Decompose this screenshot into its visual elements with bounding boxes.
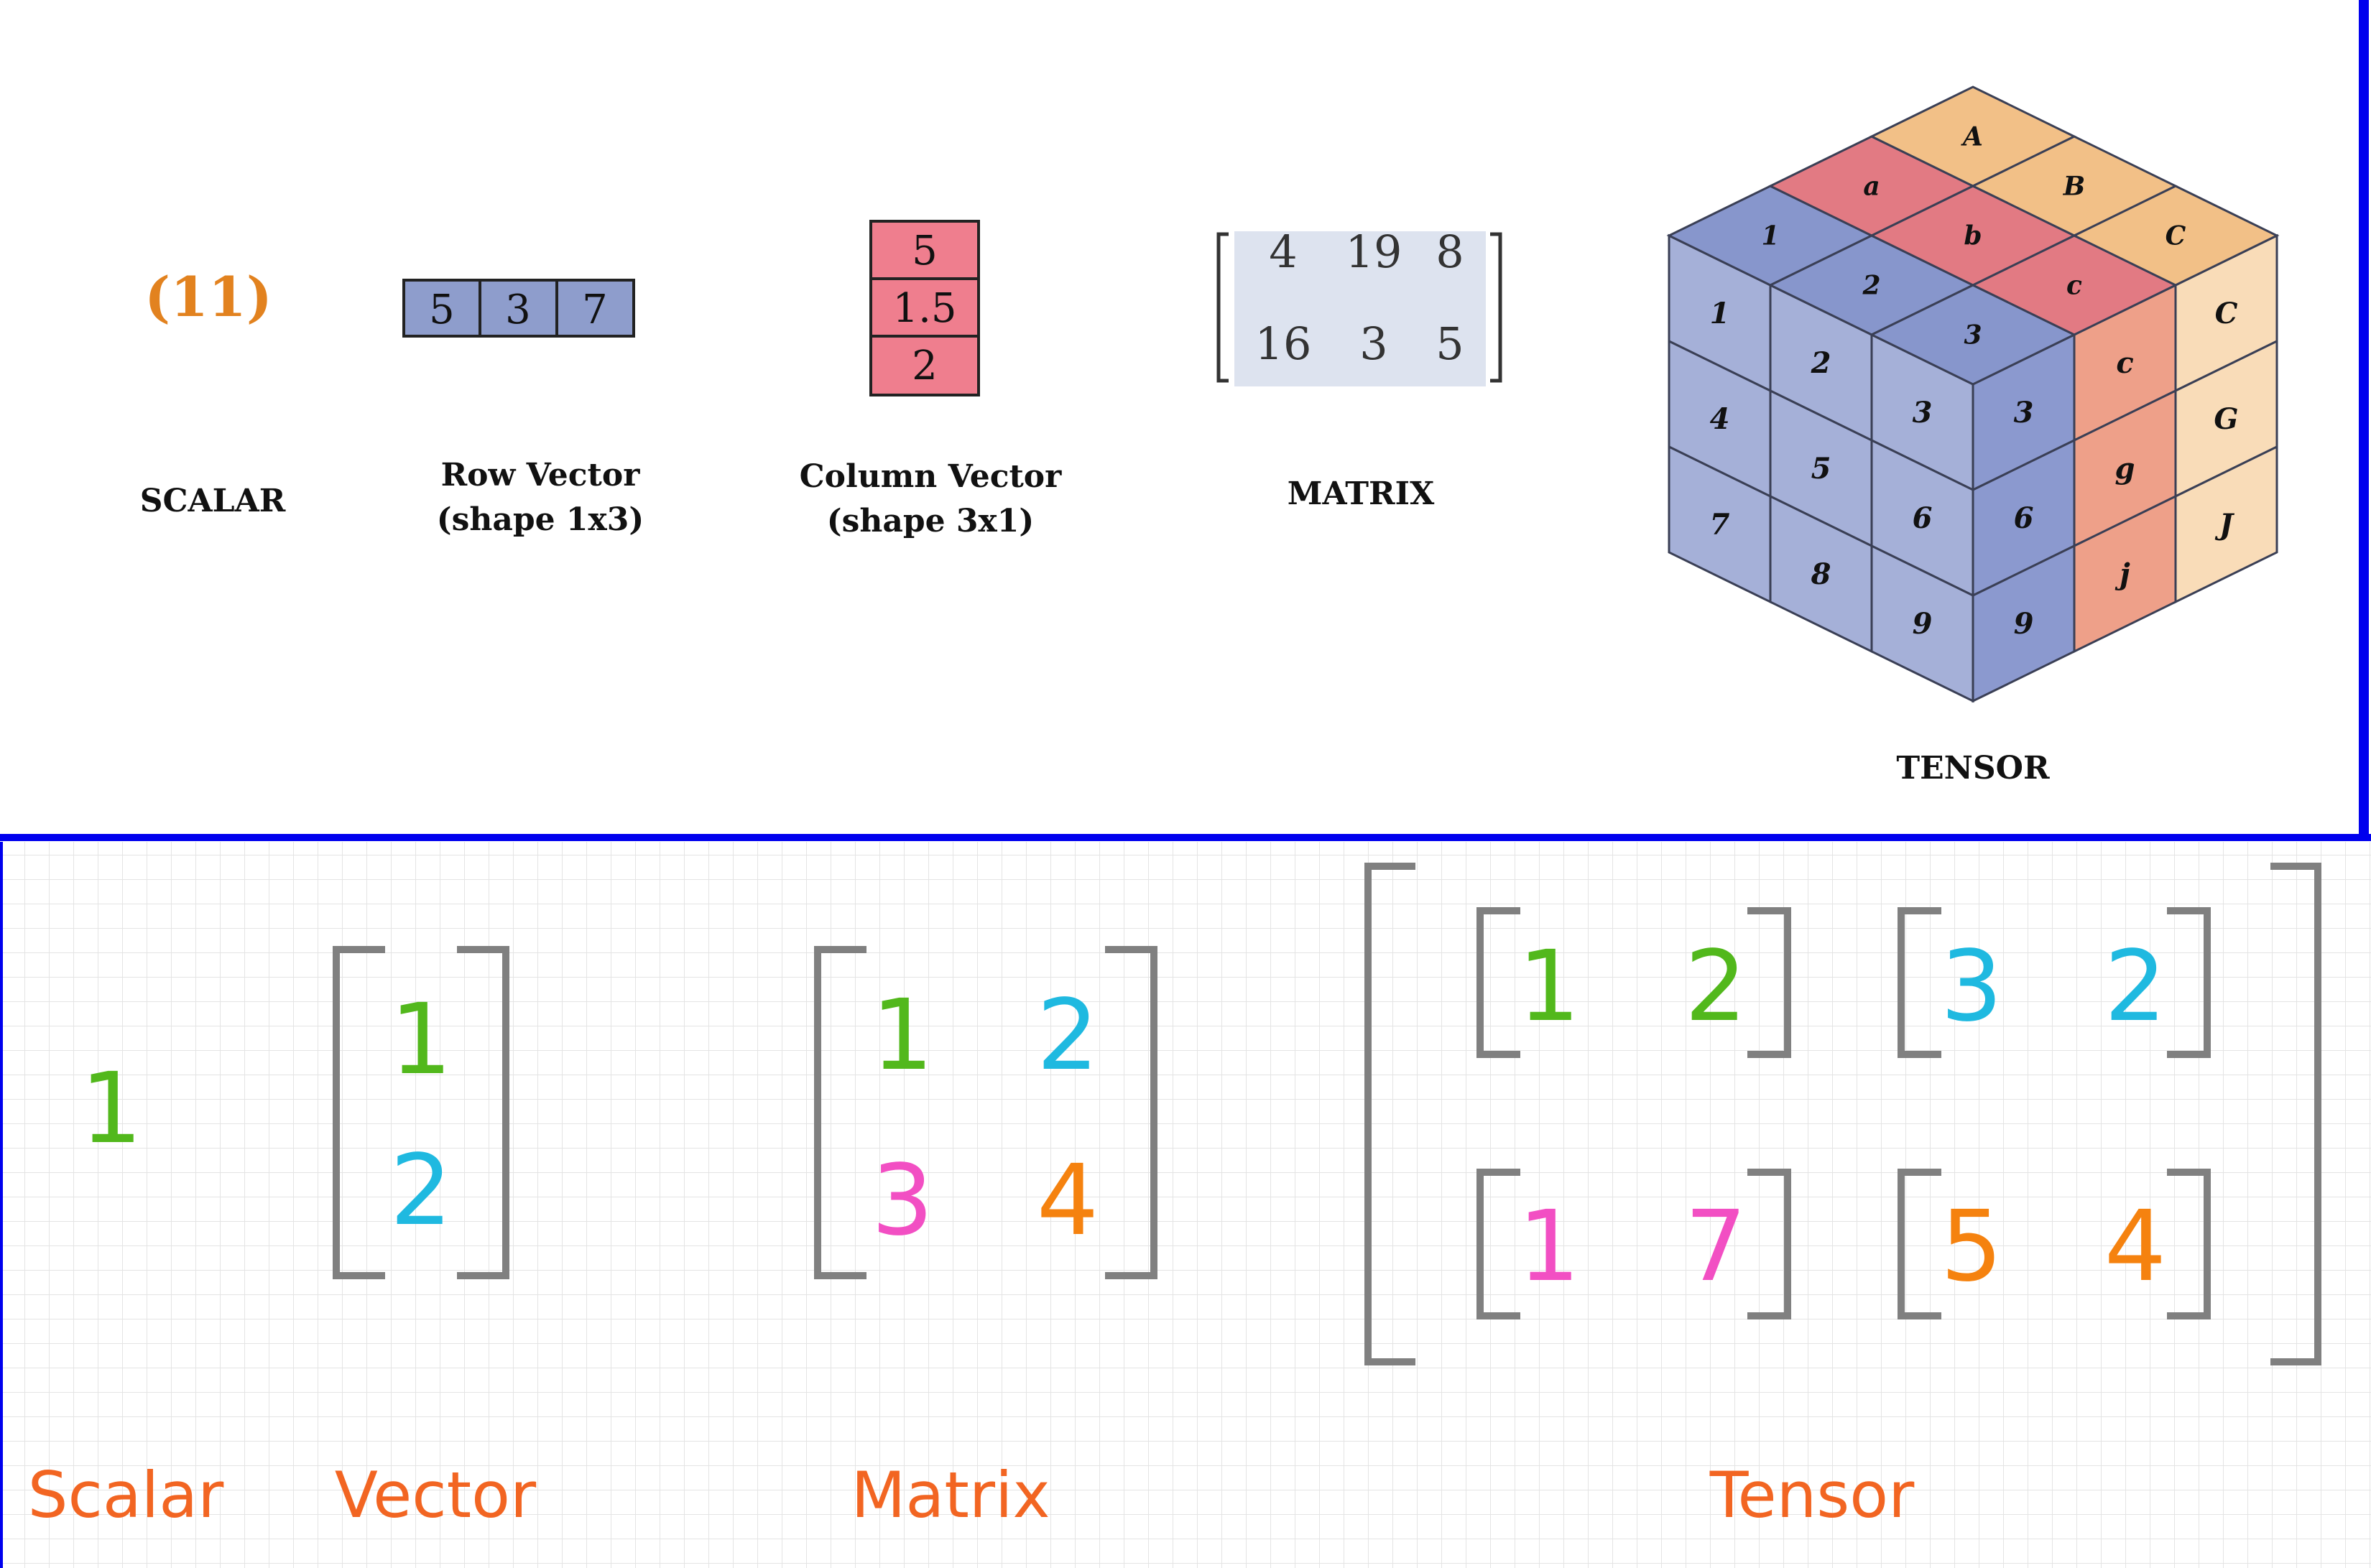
tensor-top-cell-label: C [2166,221,2186,251]
tensor-inner-left-bracket [1476,1169,1520,1319]
matrix-left-bracket [1216,232,1229,383]
matrix-cell: 8 [1436,226,1464,278]
grid-background [0,842,2371,1568]
top-panel: (11) SCALAR 5 3 7 Row Vector (shape 1x3)… [0,0,2371,841]
tensor-outer-left-bracket [1364,863,1415,1365]
bottom-vector-label: Vector [335,1458,537,1532]
tensor-element: 2 [1685,930,1747,1044]
tensor-side-cell [2174,445,2278,604]
vector-left-bracket [333,946,385,1279]
tensor-side-cell-label: 3 [2014,396,2034,430]
tensor-front-cell-label: 8 [1811,557,1831,591]
tensor-top-cell-label: B [2063,172,2085,202]
tensor-inner-left-bracket [1476,907,1520,1058]
tensor-label: TENSOR [1896,750,2050,787]
tensor-side-cell-label: 9 [2014,607,2034,641]
row-vector: 5 3 7 [402,279,635,338]
matrix-element: 1 [872,979,934,1093]
tensor-top-cell-label: 2 [1862,271,1880,301]
bottom-scalar-value: 1 [80,1052,143,1166]
matrix-right-bracket [1490,232,1502,383]
tensor-top-cell-label: b [1964,221,1982,251]
matrix-element: 3 [872,1144,934,1258]
tensor-element: 2 [2104,930,2167,1044]
tensor-top-cell-label: c [2066,271,2082,301]
matrix-left-bracket [814,946,866,1279]
column-vector-box [869,220,980,396]
top-matrix-label: MATRIX [1288,475,1435,512]
matrix-cell: 19 [1346,226,1402,278]
tensor-element: 1 [1518,930,1581,1044]
tensor-inner-left-bracket [1898,1169,1941,1319]
tensor-side-cell-label: C [2215,297,2238,330]
row-vector-cell: 5 [429,287,455,333]
tensor-side-cell-label: G [2214,402,2238,436]
matrix-background [1234,231,1486,386]
tensor-front-cell-label: 7 [1710,508,1730,542]
tensor-inner-right-bracket [1747,907,1791,1058]
tensor-inner-left-bracket [1898,907,1941,1058]
tensor-inner-right-bracket [2167,907,2211,1058]
tensor-element: 1 [1518,1190,1581,1304]
matrix-element: 2 [1037,979,1099,1093]
tensor-element: 5 [1941,1190,2003,1304]
bottom-vector: 1 2 [333,946,509,1279]
tensor-top-cell-label: A [1961,122,1983,152]
vector-right-bracket [457,946,509,1279]
bottom-tensor: 1 2 3 2 1 7 5 4 [1364,863,2321,1365]
column-vector-cell: 1.5 [892,285,956,332]
tensor-inner-right-bracket [1747,1169,1791,1319]
matrix-cell: 5 [1436,317,1464,370]
bottom-tensor-label: Tensor [1709,1458,1915,1532]
tensor-top-cell-label: a [1863,172,1880,202]
tensor-front-cell-label: 1 [1710,297,1730,330]
top-scalar-value: (11) [144,265,272,329]
top-scalar-label: SCALAR [140,483,286,519]
row-vector-label: Row Vector [441,457,641,493]
vector-element: 1 [390,983,453,1097]
tensor-front-cell-label: 6 [1913,501,1933,535]
tensor-side-cell-label: g [2115,452,2135,486]
tensor-element: 3 [1941,930,2003,1044]
tensor-front-cell-label: 3 [1913,396,1933,430]
tensor-top-cell-label: 1 [1761,221,1779,251]
bottom-panel: 1 Scalar 1 2 Vector 1 2 3 4 Matrix 1 [0,842,2371,1568]
tensor-top-cell [2071,185,2280,287]
row-vector-cell: 7 [582,287,608,333]
tensor-front-cell-label: 9 [1913,607,1933,641]
tensor-side-cell-label: 6 [2014,501,2034,535]
tensor-element: 4 [2104,1190,2167,1304]
matrix-cell: 16 [1255,317,1312,370]
column-vector-cell: 2 [912,343,938,389]
row-vector-box [402,279,635,338]
top-matrix: 4 19 8 16 3 5 [1216,226,1502,386]
tensor-front-cell-label: 4 [1710,402,1730,436]
column-vector-cell: 5 [912,228,938,274]
row-vector-shape-label: (shape 1x3) [437,501,644,538]
tensor-top-cell-label: 3 [1964,320,1982,351]
column-vector-shape-label: (shape 3x1) [827,503,1034,539]
tensor-inner-right-bracket [2167,1169,2211,1319]
bottom-matrix-label: Matrix [851,1458,1050,1532]
column-vector-label: Column Vector [800,458,1062,495]
column-vector: 5 1.5 2 [869,220,980,396]
row-vector-cell: 3 [505,287,531,333]
bottom-scalar-label: Scalar [28,1458,225,1532]
tensor-element: 7 [1685,1190,1747,1304]
matrix-right-bracket [1105,946,1157,1279]
vector-element: 2 [390,1134,453,1248]
tensor-front-cell-label: 2 [1811,346,1831,380]
matrix-element: 4 [1037,1144,1099,1258]
matrix-cell: 3 [1359,317,1387,370]
tensor-side-cell-label: c [2116,346,2133,380]
matrix-cell: 4 [1269,226,1297,278]
tensor-outer-right-bracket [2270,863,2321,1365]
tensor-front-cell-label: 5 [1811,452,1831,486]
bottom-matrix: 1 2 3 4 [814,946,1157,1279]
